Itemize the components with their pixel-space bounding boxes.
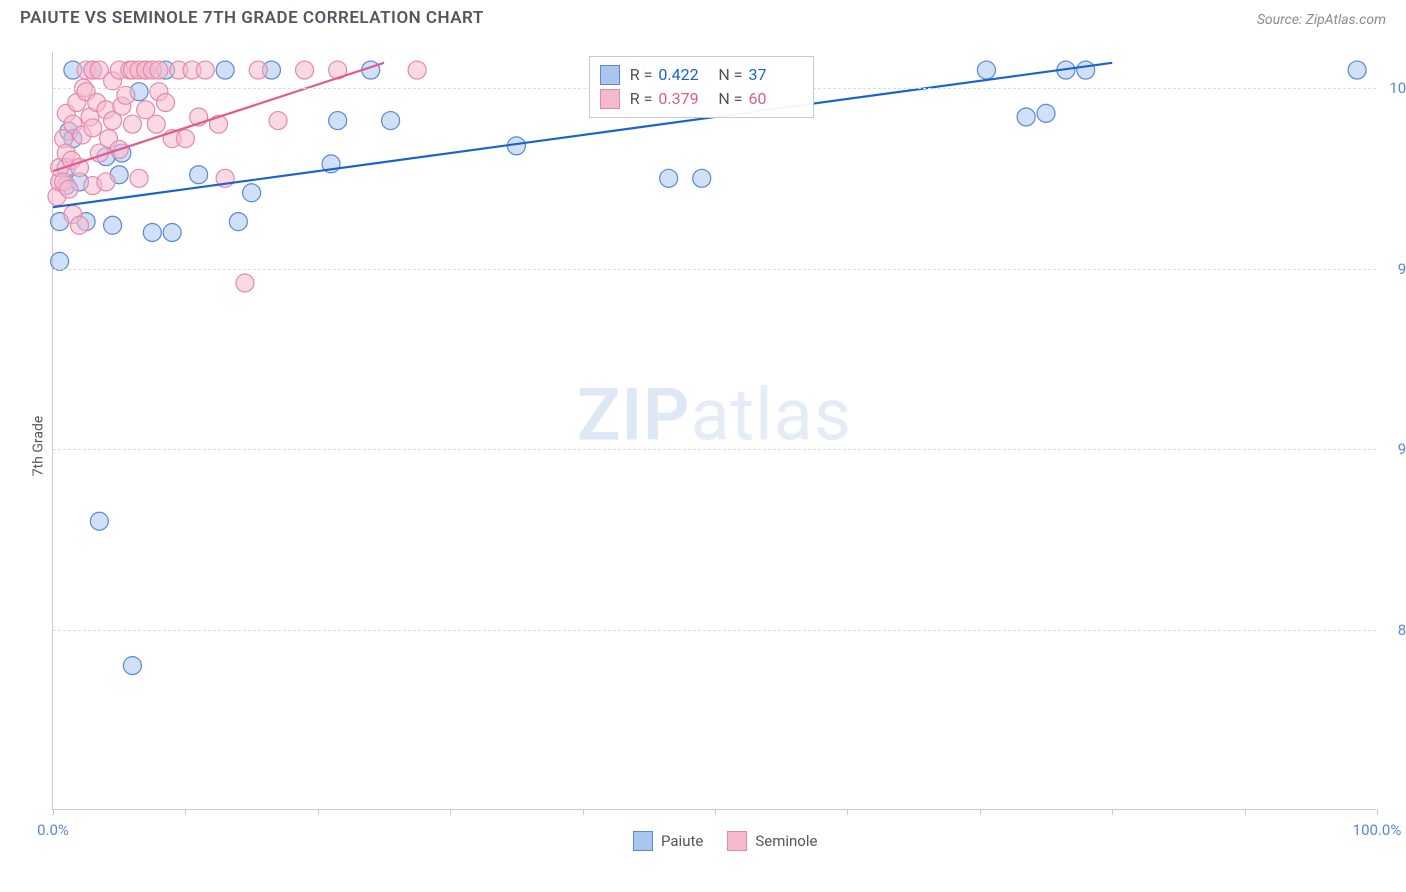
stat-n-label: N = xyxy=(714,65,742,84)
y-tick-label: 100.0% xyxy=(1389,79,1406,97)
stat-r-label: R = xyxy=(626,65,653,84)
data-point xyxy=(693,169,711,187)
y-axis-label: 7th Grade xyxy=(30,416,46,477)
x-tick xyxy=(53,809,54,815)
data-point xyxy=(147,115,165,133)
x-tick xyxy=(980,809,981,815)
x-tick-label: 100.0% xyxy=(1353,821,1402,839)
legend-label: Seminole xyxy=(755,832,817,850)
data-point xyxy=(104,216,122,234)
x-tick xyxy=(583,809,584,815)
data-point xyxy=(1348,61,1366,79)
x-tick xyxy=(1377,809,1378,815)
stat-n-label: N = xyxy=(714,89,742,108)
data-point xyxy=(660,169,678,187)
chart-plot-area: ZIPatlas 85.0%90.0%95.0%100.0%0.0%100.0%… xyxy=(52,52,1376,810)
data-point xyxy=(216,61,234,79)
legend-item: Paiute xyxy=(633,831,703,851)
data-point xyxy=(196,61,214,79)
series-swatch xyxy=(600,65,620,85)
data-point xyxy=(190,166,208,184)
x-tick xyxy=(450,809,451,815)
stat-r-value: 0.422 xyxy=(658,65,708,84)
data-point xyxy=(157,94,175,112)
data-point xyxy=(296,61,314,79)
trend-line xyxy=(53,63,1112,207)
legend-swatch xyxy=(633,831,653,851)
data-point xyxy=(130,169,148,187)
stat-n-value: 60 xyxy=(749,89,799,108)
data-point xyxy=(408,61,426,79)
data-point xyxy=(84,119,102,137)
gridline-h xyxy=(53,269,1376,270)
y-tick-label: 90.0% xyxy=(1398,440,1406,458)
data-point xyxy=(123,115,141,133)
stat-row: R = 0.379 N = 60 xyxy=(600,87,799,111)
data-point xyxy=(249,61,267,79)
data-point xyxy=(243,184,261,202)
data-point xyxy=(97,173,115,191)
x-tick-label: 0.0% xyxy=(37,821,69,839)
y-tick-label: 95.0% xyxy=(1398,260,1406,278)
series-swatch xyxy=(600,89,620,109)
gridline-h xyxy=(53,449,1376,450)
scatter-svg xyxy=(53,52,1376,809)
legend-swatch xyxy=(727,831,747,851)
gridline-h xyxy=(53,630,1376,631)
data-point xyxy=(236,274,254,292)
data-point xyxy=(150,61,168,79)
x-tick xyxy=(185,809,186,815)
x-tick xyxy=(318,809,319,815)
x-tick xyxy=(847,809,848,815)
data-point xyxy=(329,112,347,130)
y-tick-label: 85.0% xyxy=(1398,621,1406,639)
data-point xyxy=(123,657,141,675)
data-point xyxy=(229,213,247,231)
x-tick xyxy=(1112,809,1113,815)
stat-row: R = 0.422 N = 37 xyxy=(600,63,799,87)
data-point xyxy=(90,512,108,530)
data-point xyxy=(1037,104,1055,122)
chart-title: PAIUTE VS SEMINOLE 7TH GRADE CORRELATION… xyxy=(20,8,484,28)
data-point xyxy=(163,223,181,241)
stat-r-value: 0.379 xyxy=(658,89,708,108)
data-point xyxy=(70,216,88,234)
correlation-stat-box: R = 0.422 N = 37 R = 0.379 N = 60 xyxy=(589,56,814,118)
x-tick xyxy=(715,809,716,815)
data-point xyxy=(269,112,287,130)
data-point xyxy=(143,223,161,241)
data-point xyxy=(176,130,194,148)
legend-label: Paiute xyxy=(661,832,703,850)
data-point xyxy=(382,112,400,130)
stat-n-value: 37 xyxy=(749,65,799,84)
stat-r-label: R = xyxy=(626,89,653,108)
source-label: Source: ZipAtlas.com xyxy=(1257,12,1386,28)
series-legend: Paiute Seminole xyxy=(633,831,817,851)
data-point xyxy=(977,61,995,79)
data-point xyxy=(1077,61,1095,79)
data-point xyxy=(1017,108,1035,126)
x-tick xyxy=(1245,809,1246,815)
data-point xyxy=(60,180,78,198)
legend-item: Seminole xyxy=(727,831,817,851)
